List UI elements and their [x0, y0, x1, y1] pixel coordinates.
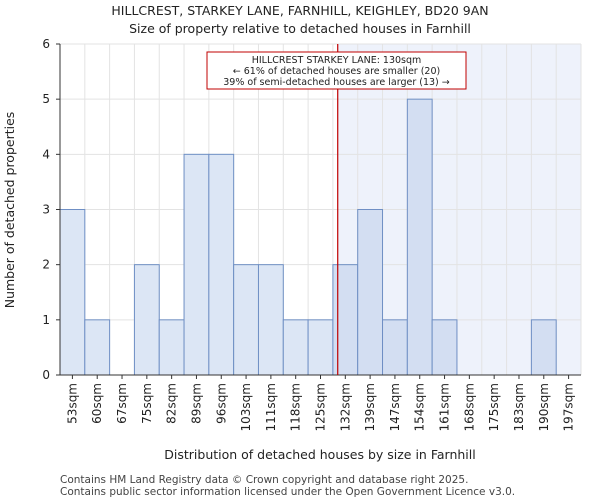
x-tick-label: 125sqm	[314, 383, 328, 431]
x-tick-label: 60sqm	[90, 383, 104, 424]
x-tick-label: 154sqm	[413, 383, 427, 431]
x-tick-label: 118sqm	[289, 383, 303, 431]
bar-147sqm	[382, 319, 408, 376]
chart-title: HILLCREST, STARKEY LANE, FARNHILL, KEIGH…	[111, 3, 488, 18]
y-tick-label: 5	[42, 92, 50, 106]
annotation-box	[206, 51, 467, 90]
bar-103sqm	[233, 264, 259, 376]
x-tick-label: 103sqm	[239, 383, 253, 431]
x-tick-label: 139sqm	[363, 383, 377, 431]
bar-132sqm	[332, 264, 359, 376]
y-tick-label: 3	[42, 203, 50, 217]
bar-96sqm	[208, 153, 235, 376]
annotation-line-3: 39% of semi-detached houses are larger (…	[223, 77, 450, 88]
x-tick-label: 147sqm	[388, 383, 402, 431]
y-axis-label: Number of detached properties	[2, 112, 17, 309]
plot-area: 0 1 2 3 4 5 6 53sqm 60sqm 67sqm 75sqm 82sqm 89sqm 96s…	[42, 37, 582, 431]
y-tick-label: 1	[42, 313, 50, 327]
x-tick-label: 168sqm	[462, 383, 476, 431]
y-tick-label: 4	[42, 147, 50, 161]
x-tick-label: 75sqm	[140, 383, 154, 424]
bar-125sqm	[307, 319, 334, 376]
x-tick-label: 161sqm	[438, 383, 452, 431]
y-tick-label: 0	[42, 368, 50, 382]
bar-161sqm	[431, 319, 458, 376]
bar-154sqm	[406, 98, 433, 376]
y-tick-label: 2	[42, 258, 50, 272]
x-tick-label: 96sqm	[214, 383, 228, 424]
annotation-line-1: HILLCREST STARKEY LANE: 130sqm	[252, 55, 422, 66]
x-tick-label: 183sqm	[512, 383, 526, 431]
bar-139sqm	[357, 209, 384, 376]
x-tick-label: 53sqm	[65, 383, 79, 424]
x-tick-label: 111sqm	[264, 383, 278, 431]
x-tick-label: 132sqm	[338, 383, 352, 431]
chart-subtitle: Size of property relative to detached ho…	[129, 21, 471, 36]
x-tick-label: 82sqm	[165, 383, 179, 424]
bar-89sqm	[183, 153, 210, 376]
x-axis-label: Distribution of detached houses by size …	[164, 447, 475, 462]
bar-75sqm	[133, 264, 160, 376]
x-tick-label: 67sqm	[115, 383, 129, 424]
y-tick-label: 6	[42, 37, 50, 51]
x-tick-label: 190sqm	[537, 383, 551, 431]
bar-60sqm	[84, 319, 111, 376]
footer-line-2: Contains public sector information licen…	[60, 486, 515, 498]
x-tick-label: 175sqm	[487, 383, 501, 431]
annotation-line-2: ← 61% of detached houses are smaller (20…	[233, 66, 440, 77]
footer-line-1: Contains HM Land Registry data © Crown c…	[60, 474, 468, 486]
bar-190sqm	[530, 319, 557, 376]
bar-111sqm	[257, 264, 284, 376]
bar-82sqm	[158, 319, 185, 376]
x-tick-label: 197sqm	[562, 383, 576, 431]
x-tick-label: 89sqm	[189, 383, 203, 424]
bar-53sqm	[59, 209, 86, 376]
bar-118sqm	[282, 319, 309, 376]
